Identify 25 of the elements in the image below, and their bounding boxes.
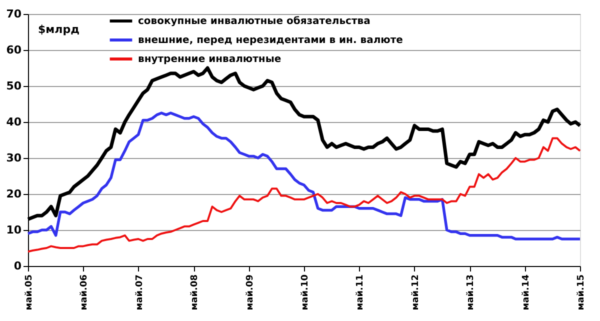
y-tick-label: 30 bbox=[6, 152, 22, 164]
legend-label: совокупные инвалютные обязательства bbox=[138, 16, 370, 27]
x-tick-label: май.07 bbox=[134, 274, 145, 310]
x-tick-label: май.08 bbox=[190, 274, 200, 310]
line-series bbox=[26, 112, 582, 240]
y-tick-label: 10 bbox=[6, 224, 22, 236]
x-tick-label: май.13 bbox=[466, 274, 476, 310]
x-tick-label: май.09 bbox=[245, 274, 256, 310]
y-tick-label: 20 bbox=[6, 188, 22, 200]
legend-label: внешние, перед нерезидентами в ин. валюте bbox=[138, 35, 404, 46]
y-tick-label: 60 bbox=[6, 44, 22, 56]
y-tick-label: 70 bbox=[6, 8, 22, 20]
x-tick-label: май.15 bbox=[576, 274, 586, 310]
y-tick-label: 0 bbox=[14, 260, 22, 272]
line-series bbox=[27, 137, 581, 253]
x-tick-label: май.14 bbox=[521, 274, 532, 310]
x-tick-label: май.10 bbox=[300, 274, 310, 310]
y-tick-label: 40 bbox=[6, 116, 22, 128]
x-tick-label: май.05 bbox=[24, 274, 34, 310]
x-tick-label: май.12 bbox=[410, 274, 421, 310]
y-axis-title: $млрд bbox=[38, 23, 80, 36]
legend-label: внутренние инвалютные bbox=[138, 54, 282, 65]
x-tick-label: май.11 bbox=[356, 274, 366, 310]
x-tick-label: май.06 bbox=[80, 274, 90, 310]
y-tick-label: 50 bbox=[6, 80, 22, 92]
